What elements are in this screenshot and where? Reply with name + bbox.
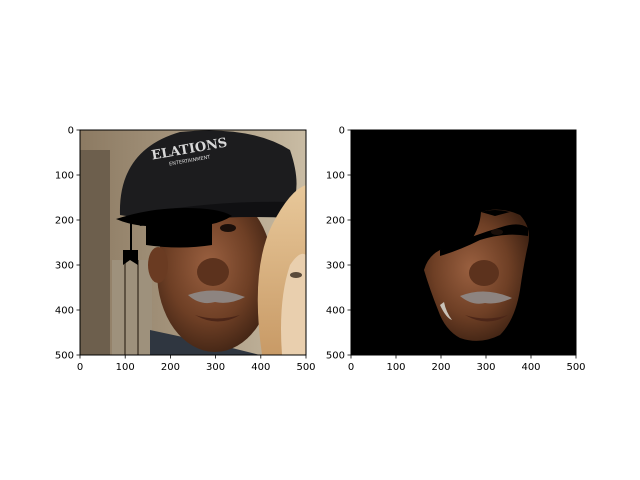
right-axes: 0 100 200 300 400 500 0 100 200 300 400 500 [326,126,586,374]
left-x-tick-label: 0 [77,362,83,373]
right-x-tick-label: 500 [566,362,585,373]
right-x-ticks: 0 100 200 300 400 500 [348,355,586,373]
right-y-tick-label: 300 [326,261,345,272]
left-y-tick-label: 0 [68,126,74,137]
right-y-tick-label: 400 [326,306,345,317]
right-x-tick-label: 100 [386,362,405,373]
right-y-tick-label: 500 [326,351,345,362]
left-y-tick-label: 100 [55,171,74,182]
left-x-tick-label: 400 [251,362,270,373]
right-axes-frame [350,129,577,356]
left-x-ticks: 0 100 200 300 400 500 [77,355,316,373]
left-x-tick-label: 200 [161,362,180,373]
left-image: ELATIONS ENTERTAINMENT [80,130,306,355]
right-x-tick-label: 400 [521,362,540,373]
left-x-tick-label: 500 [296,362,315,373]
left-y-tick-label: 300 [55,261,74,272]
left-y-tick-label: 200 [55,216,74,227]
right-y-tick-label: 100 [326,171,345,182]
left-x-tick-label: 300 [206,362,225,373]
right-y-tick-label: 0 [339,126,345,137]
right-image [351,130,576,355]
left-x-tick-label: 100 [116,362,135,373]
right-y-tick-label: 200 [326,216,345,227]
left-axes: ELATIONS ENTERTAINMENT 0 100 200 300 400 500 … [55,126,316,374]
right-y-ticks: 0 100 200 300 400 500 [326,126,351,362]
left-y-tick-label: 500 [55,351,74,362]
right-x-tick-label: 0 [348,362,354,373]
left-y-ticks: 0 100 200 300 400 500 [55,126,80,362]
right-x-tick-label: 300 [476,362,495,373]
left-axes-frame [79,129,307,356]
right-x-tick-label: 200 [431,362,450,373]
left-y-tick-label: 400 [55,306,74,317]
